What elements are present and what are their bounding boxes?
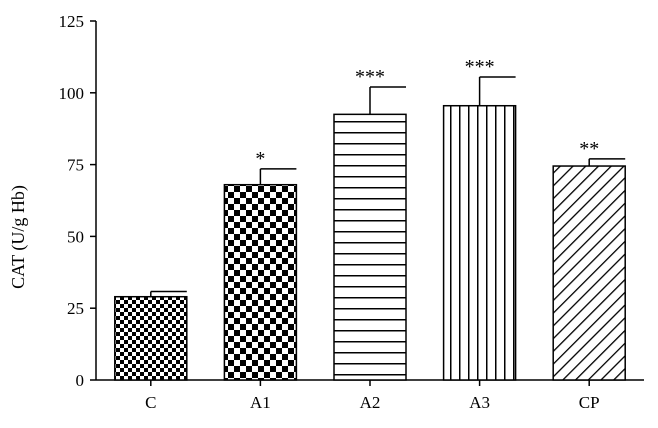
x-tick-label: A3 <box>469 393 490 412</box>
bar-cp <box>552 165 626 381</box>
bar-a2 <box>333 113 407 381</box>
x-tick-label: C <box>145 393 156 412</box>
y-axis: 0 25 50 75 100 125 <box>59 12 97 390</box>
significance-mark: *** <box>465 56 495 78</box>
x-tick-label: CP <box>579 393 600 412</box>
y-tick-label: 0 <box>76 371 85 390</box>
significance-mark: *** <box>355 66 385 88</box>
significance-marks: **** ***** <box>255 56 599 170</box>
error-bar-series <box>150 76 626 297</box>
y-tick-label: 50 <box>67 227 84 246</box>
bar-series <box>114 104 626 381</box>
bar-a3 <box>442 104 517 381</box>
bar-c <box>114 295 188 381</box>
x-tick-label: A2 <box>360 393 381 412</box>
significance-mark: ** <box>579 138 599 160</box>
x-axis: C A1 A2 A3 CP <box>96 379 644 412</box>
y-tick-label: 75 <box>67 156 84 175</box>
bar-a1 <box>223 183 298 381</box>
y-tick-label: 25 <box>67 299 84 318</box>
x-tick-label: A1 <box>250 393 271 412</box>
y-axis-label: CAT (U/g Hb) <box>8 185 29 289</box>
y-tick-label: 125 <box>59 12 85 31</box>
y-tick-label: 100 <box>59 84 85 103</box>
significance-mark: * <box>255 148 265 170</box>
